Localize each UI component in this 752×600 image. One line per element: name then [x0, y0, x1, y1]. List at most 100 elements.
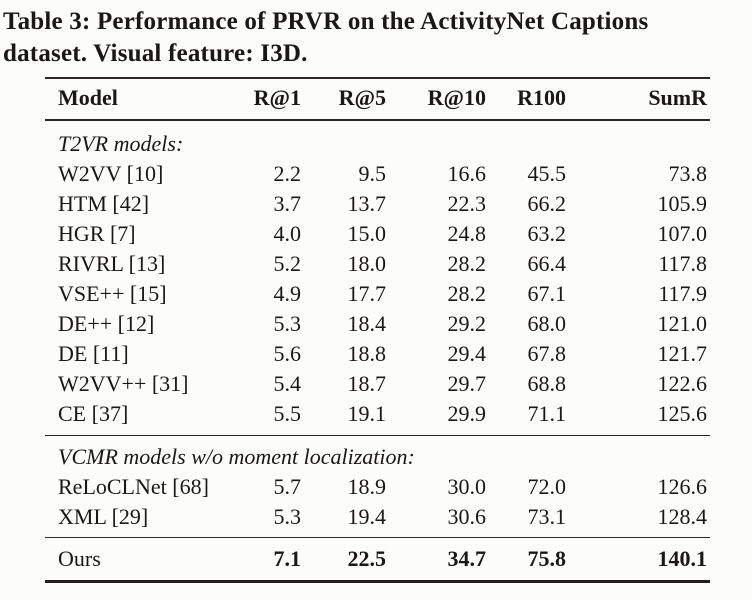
- cell-model-name: ReLoCLNet [68]: [58, 474, 209, 499]
- cell-value: 16.6: [447, 161, 487, 186]
- cell-value: 18.8: [347, 341, 387, 366]
- table-row: W2VV++ [31] 5.4 18.7 29.7 68.8 122.6: [45, 369, 710, 399]
- cell-model-name: DE++ [12]: [58, 311, 155, 336]
- cell-value: 126.6: [657, 474, 708, 499]
- cell-value: 4.0: [273, 221, 302, 246]
- cell-value: 3.7: [273, 191, 302, 216]
- cell-value: 75.8: [527, 546, 567, 571]
- cell-value: 140.1: [657, 546, 708, 571]
- cell-value: 34.7: [447, 546, 487, 571]
- cell-value: 128.4: [657, 504, 708, 529]
- column-header-r100: R100: [517, 85, 566, 110]
- results-table: Model R@1 R@5 R@10 R100 SumR T2VR models…: [45, 77, 710, 583]
- cell-model-name: HGR [7]: [58, 221, 136, 246]
- section-heading-row: VCMR models w/o moment localization:: [45, 436, 710, 473]
- cell-value: 22.3: [447, 191, 487, 216]
- table-row: Ours 7.1 22.5 34.7 75.8 140.1: [45, 538, 710, 582]
- column-header-model: Model: [58, 85, 118, 110]
- cell-value: 63.2: [527, 221, 567, 246]
- cell-value: 73.8: [668, 161, 708, 186]
- cell-value: 19.1: [347, 401, 387, 426]
- cell-value: 5.5: [273, 401, 302, 426]
- section-heading-row: T2VR models:: [45, 120, 710, 159]
- cell-value: 68.0: [527, 311, 567, 336]
- cell-value: 17.7: [347, 281, 387, 306]
- table-row: HTM [42] 3.7 13.7 22.3 66.2 105.9: [45, 189, 710, 219]
- caption-line-1: Table 3: Performance of PRVR on the Acti…: [3, 8, 649, 35]
- cell-value: 18.4: [347, 311, 387, 336]
- cell-value: 5.7: [273, 474, 302, 499]
- cell-value: 107.0: [657, 221, 708, 246]
- cell-value: 71.1: [527, 401, 567, 426]
- column-header-r-at-5: R@5: [338, 85, 386, 110]
- cell-value: 29.2: [447, 311, 487, 336]
- cell-model-name: W2VV [10]: [58, 161, 164, 186]
- cell-model-name: HTM [42]: [58, 191, 150, 216]
- cell-value: 13.7: [347, 191, 387, 216]
- cell-value: 29.4: [447, 341, 487, 366]
- cell-value: 29.9: [447, 401, 487, 426]
- section-vcmr-models: VCMR models w/o moment localization: ReLo…: [45, 436, 710, 538]
- table-row: ReLoCLNet [68] 5.7 18.9 30.0 72.0 126.6: [45, 472, 710, 502]
- cell-value: 5.2: [273, 251, 302, 276]
- section-ours: Ours 7.1 22.5 34.7 75.8 140.1: [45, 538, 710, 582]
- cell-model-name: Ours: [58, 546, 101, 571]
- section-heading: VCMR models w/o moment localization:: [58, 444, 415, 469]
- paper-page: Table 3: Performance of PRVR on the Acti…: [0, 6, 752, 600]
- section-t2vr-models: T2VR models: W2VV [10] 2.2 9.5 16.6 45.5 73.8 H…: [45, 120, 710, 436]
- cell-value: 18.9: [347, 474, 387, 499]
- cell-value: 125.6: [657, 401, 708, 426]
- cell-value: 67.8: [527, 341, 567, 366]
- cell-value: 24.8: [447, 221, 487, 246]
- cell-value: 45.5: [527, 161, 567, 186]
- cell-model-name: W2VV++ [31]: [58, 371, 189, 396]
- table-row: CE [37] 5.5 19.1 29.9 71.1 125.6: [45, 399, 710, 436]
- cell-value: 15.0: [347, 221, 387, 246]
- cell-value: 121.0: [657, 311, 708, 336]
- cell-value: 121.7: [657, 341, 708, 366]
- cell-value: 18.0: [347, 251, 387, 276]
- cell-model-name: RIVRL [13]: [58, 251, 166, 276]
- table-row: DE++ [12] 5.3 18.4 29.2 68.0 121.0: [45, 309, 710, 339]
- cell-value: 9.5: [358, 161, 387, 186]
- caption-line-2: dataset. Visual feature: I3D.: [3, 40, 308, 67]
- cell-model-name: DE [11]: [58, 341, 129, 366]
- cell-value: 72.0: [527, 474, 567, 499]
- cell-value: 7.1: [273, 546, 302, 571]
- table-row: RIVRL [13] 5.2 18.0 28.2 66.4 117.8: [45, 249, 710, 279]
- cell-value: 19.4: [347, 504, 387, 529]
- cell-value: 5.3: [273, 504, 302, 529]
- cell-value: 68.8: [527, 371, 567, 396]
- cell-value: 30.6: [447, 504, 487, 529]
- cell-model-name: CE [37]: [58, 401, 129, 426]
- cell-value: 28.2: [447, 251, 487, 276]
- cell-value: 117.8: [658, 251, 707, 276]
- cell-value: 5.4: [273, 371, 302, 396]
- cell-value: 5.3: [273, 311, 302, 336]
- cell-value: 117.9: [658, 281, 707, 306]
- header-row: Model R@1 R@5 R@10 R100 SumR: [45, 78, 710, 120]
- table-row: W2VV [10] 2.2 9.5 16.6 45.5 73.8: [45, 159, 710, 189]
- cell-value: 22.5: [347, 546, 387, 571]
- cell-model-name: XML [29]: [58, 504, 149, 529]
- column-header-r-at-1: R@1: [253, 85, 301, 110]
- table-row: HGR [7] 4.0 15.0 24.8 63.2 107.0: [45, 219, 710, 249]
- cell-value: 67.1: [527, 281, 567, 306]
- cell-value: 18.7: [347, 371, 387, 396]
- table-header: Model R@1 R@5 R@10 R100 SumR: [45, 78, 710, 120]
- cell-value: 29.7: [447, 371, 487, 396]
- column-header-r-at-10: R@10: [427, 85, 486, 110]
- table-caption: Table 3: Performance of PRVR on the Acti…: [3, 6, 750, 70]
- cell-value: 2.2: [273, 161, 302, 186]
- cell-value: 122.6: [657, 371, 708, 396]
- cell-value: 30.0: [447, 474, 487, 499]
- cell-value: 28.2: [447, 281, 487, 306]
- cell-value: 66.4: [527, 251, 567, 276]
- column-header-sumr: SumR: [648, 85, 707, 110]
- section-heading: T2VR models:: [58, 131, 184, 156]
- table-row: DE [11] 5.6 18.8 29.4 67.8 121.7: [45, 339, 710, 369]
- cell-model-name: VSE++ [15]: [58, 281, 167, 306]
- table-row: VSE++ [15] 4.9 17.7 28.2 67.1 117.9: [45, 279, 710, 309]
- cell-value: 66.2: [527, 191, 567, 216]
- table-row: XML [29] 5.3 19.4 30.6 73.1 128.4: [45, 502, 710, 538]
